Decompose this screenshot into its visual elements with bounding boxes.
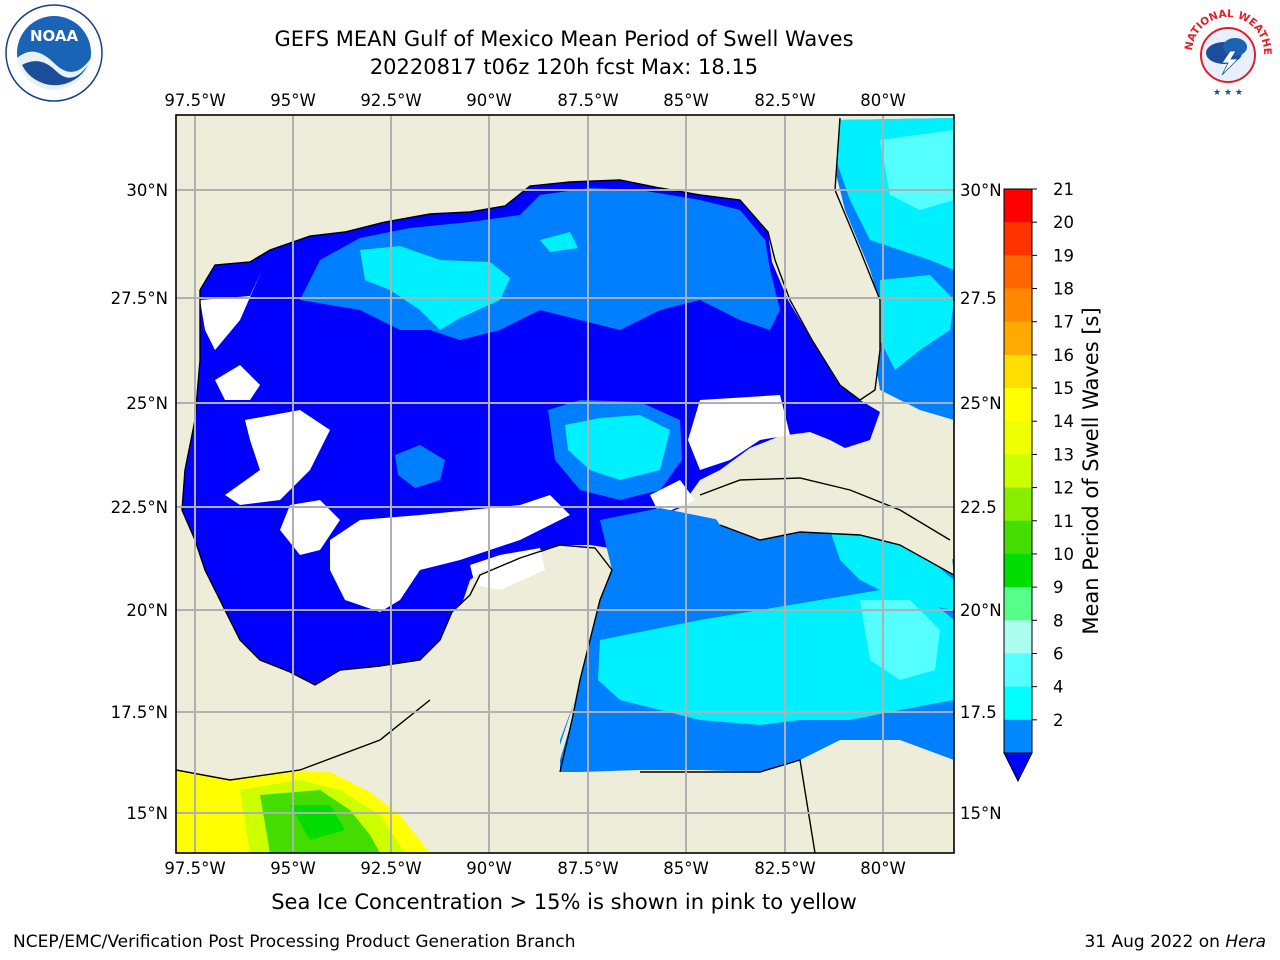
svg-text:25°N: 25°N	[960, 394, 1002, 413]
map-title: GEFS MEAN Gulf of Mexico Mean Period of …	[274, 27, 854, 51]
colorbar-segment	[1004, 553, 1032, 588]
colorbar-segment	[1004, 686, 1032, 721]
colorbar-segment	[1004, 321, 1032, 356]
colorbar-segment	[1004, 222, 1032, 256]
colorbar-tick-label: 13	[1053, 445, 1074, 464]
coastlines	[176, 117, 954, 853]
colorbar-tick-label: 18	[1053, 280, 1074, 299]
colorbar-tick-label: 10	[1053, 545, 1074, 564]
colorbar-tick-label: 4	[1053, 678, 1064, 697]
svg-text:92.5°W: 92.5°W	[360, 859, 421, 878]
svg-text:15°N: 15°N	[960, 804, 1002, 823]
svg-text:22.5: 22.5	[960, 498, 997, 517]
svg-text:87.5°W: 87.5°W	[557, 91, 618, 110]
colorbar-tick-label: 9	[1053, 578, 1064, 597]
colorbar-segment	[1004, 354, 1032, 389]
colorbar-extend-arrow	[1003, 752, 1033, 783]
lon-labels-bottom: 97.5°W 95°W 92.5°W 90°W 87.5°W 85°W 82.5…	[164, 859, 905, 878]
svg-text:★ ★ ★: ★ ★ ★	[1213, 88, 1243, 98]
graticule	[176, 115, 954, 853]
colorbar-tick-label: 16	[1053, 346, 1074, 365]
colorbar-segment	[1004, 388, 1032, 422]
cuba	[700, 478, 954, 575]
svg-text:17.5: 17.5	[960, 703, 997, 722]
yucatan-peninsula	[450, 545, 700, 853]
svg-text:82.5°W: 82.5°W	[754, 91, 815, 110]
svg-text:87.5°W: 87.5°W	[557, 859, 618, 878]
svg-text:90°W: 90°W	[466, 859, 512, 878]
florida-peninsula	[768, 118, 880, 400]
colorbar-segment	[1004, 587, 1032, 621]
svg-text:25°N: 25°N	[126, 394, 168, 413]
colorbar-segment	[1004, 255, 1032, 290]
svg-text:80°W: 80°W	[860, 859, 906, 878]
producer-credit: NCEP/EMC/Verification Post Processing Pr…	[13, 932, 576, 952]
colorbar-tick-label: 15	[1053, 379, 1074, 398]
svg-text:90°W: 90°W	[466, 91, 512, 110]
colorbar-tick-label: 21	[1053, 180, 1074, 199]
colorbar-segment	[1004, 487, 1032, 522]
colorbar-tick-label: 2	[1053, 711, 1064, 730]
national-weather-service-logo: NATIONAL WEATHER SERVICE ★ ★ ★	[1178, 3, 1276, 101]
svg-text:80°W: 80°W	[860, 91, 906, 110]
svg-text:27.5: 27.5	[960, 289, 997, 308]
svg-text:97.5°W: 97.5°W	[164, 91, 225, 110]
colorbar-segment	[1004, 288, 1032, 323]
colorbar-tick-label: 20	[1053, 213, 1074, 232]
colorbar-segment	[1004, 520, 1032, 555]
svg-text:NOAA: NOAA	[30, 27, 79, 45]
northern-land	[176, 115, 840, 300]
colorbar-tick-label: 11	[1053, 512, 1074, 531]
colorbar-tick-label: 14	[1053, 412, 1074, 431]
colorbar-tick-label: 19	[1053, 246, 1074, 265]
colorbar-segment	[1004, 653, 1032, 688]
colorbar-tick-label: 6	[1053, 644, 1064, 663]
colorbar-segment	[1004, 189, 1032, 223]
colorbar-segment	[1004, 620, 1032, 654]
colorbar: 21 20 19 18 17 16 15 14 13 12 11 10 9 8 6 4 2	[1003, 180, 1074, 783]
svg-text:17.5°N: 17.5°N	[111, 703, 168, 722]
svg-text:97.5°W: 97.5°W	[164, 859, 225, 878]
mexico-west	[176, 290, 480, 780]
colorbar-frame	[1003, 188, 1033, 754]
svg-text:27.5°N: 27.5°N	[111, 289, 168, 308]
lon-labels-top: 97.5°W 95°W 92.5°W 90°W 87.5°W 85°W 82.5…	[164, 91, 905, 110]
colorbar-tick-label: 17	[1053, 313, 1074, 332]
colorbar-tick-label: 12	[1053, 479, 1074, 498]
svg-text:85°W: 85°W	[663, 91, 709, 110]
map-subtitle: 20220817 t06z 120h fcst Max: 18.15	[369, 55, 759, 79]
colorbar-segment	[1004, 719, 1032, 754]
run-date-credit: 31 Aug 2022 on Hera	[1084, 932, 1266, 952]
svg-text:22.5°N: 22.5°N	[111, 498, 168, 517]
map-frame	[175, 114, 955, 854]
svg-text:92.5°W: 92.5°W	[360, 91, 421, 110]
noaa-logo: NOAA	[5, 4, 103, 102]
colorbar-segment	[1004, 454, 1032, 489]
colorbar-segment	[1004, 421, 1032, 455]
svg-text:95°W: 95°W	[270, 91, 316, 110]
svg-text:95°W: 95°W	[270, 859, 316, 878]
sea-ice-note: Sea Ice Concentration > 15% is shown in …	[271, 890, 857, 914]
colorbar-tick-label: 8	[1053, 611, 1064, 630]
svg-text:30°N: 30°N	[126, 181, 168, 200]
svg-text:85°W: 85°W	[663, 859, 709, 878]
lat-labels-left: 30°N 27.5°N 25°N 22.5°N 20°N 17.5°N 15°N	[111, 181, 168, 823]
svg-text:20°N: 20°N	[126, 601, 168, 620]
svg-text:15°N: 15°N	[126, 804, 168, 823]
svg-text:82.5°W: 82.5°W	[754, 859, 815, 878]
svg-text:20°N: 20°N	[960, 601, 1002, 620]
central-america	[700, 760, 815, 853]
colorbar-label: Mean Period of Swell Waves [s]	[1079, 307, 1103, 634]
svg-text:30°N: 30°N	[960, 181, 1002, 200]
lat-labels-right: 30°N 27.5 25°N 22.5 20°N 17.5 15°N	[960, 181, 1002, 823]
